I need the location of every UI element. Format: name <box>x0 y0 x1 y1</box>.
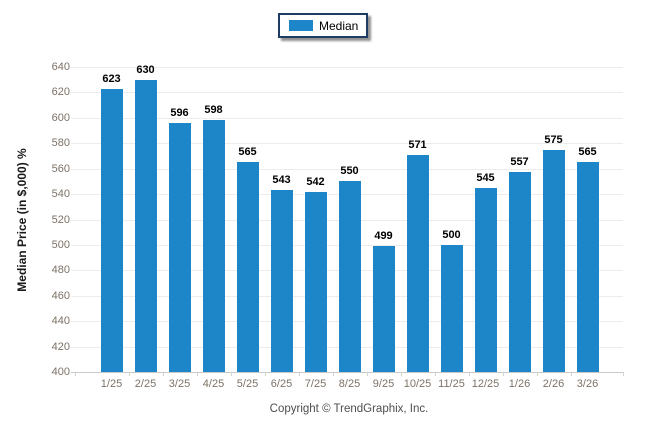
x-tick-label-8/25: 8/25 <box>338 378 361 390</box>
copyright-text: Copyright © TrendGraphix, Inc. <box>269 403 429 415</box>
y-tick-label-440: 440 <box>51 315 70 328</box>
y-tick-label-640: 640 <box>51 61 70 73</box>
x-axis-tick-mark <box>468 372 470 376</box>
bar-value-label-9/25: 499 <box>374 230 393 243</box>
x-axis-tick-mark <box>128 372 130 376</box>
y-tick-label-560: 560 <box>51 162 70 175</box>
bar-7/25[interactable] <box>304 191 327 372</box>
bar-5/25[interactable] <box>236 162 259 372</box>
bar-1/26[interactable] <box>508 172 531 372</box>
x-axis-tick-mark <box>75 372 76 376</box>
bar-value-label-11/25: 500 <box>442 228 461 241</box>
x-axis-tick-mark <box>570 372 572 376</box>
bar-2/26[interactable] <box>542 149 565 372</box>
x-tick-label-10/25: 10/25 <box>403 378 432 390</box>
gridline-600 <box>71 117 623 119</box>
x-axis-tick-mark <box>434 372 436 376</box>
legend-label-median: Median <box>319 18 359 33</box>
y-tick-label-620: 620 <box>51 86 70 99</box>
x-axis-tick-mark <box>230 372 232 376</box>
bar-6/25[interactable] <box>270 190 293 372</box>
bar-4/25[interactable] <box>202 120 225 372</box>
bar-value-label-1/25: 623 <box>102 72 121 85</box>
x-axis-tick-mark <box>196 372 198 376</box>
y-tick-label-520: 520 <box>51 213 70 226</box>
bar-2/25[interactable] <box>134 79 157 372</box>
bar-value-label-3/26: 565 <box>578 146 597 159</box>
x-axis-tick-mark <box>162 372 164 376</box>
x-axis-tick-mark <box>400 372 402 376</box>
bar-3/25[interactable] <box>168 122 191 372</box>
x-tick-label-5/25: 5/25 <box>236 378 259 390</box>
bar-value-label-7/25: 542 <box>306 175 325 188</box>
x-axis-tick-mark <box>623 372 624 376</box>
y-axis-title: Median Price (in $,000) % <box>15 148 29 292</box>
bar-value-label-1/26: 557 <box>510 156 529 169</box>
gridline-580 <box>71 143 623 145</box>
bar-value-label-5/25: 565 <box>238 146 257 159</box>
x-tick-label-4/25: 4/25 <box>202 378 225 390</box>
bar-12/25[interactable] <box>474 187 497 372</box>
x-tick-label-2/25: 2/25 <box>134 378 157 390</box>
bar-value-label-12/25: 545 <box>476 171 495 184</box>
x-tick-label-1/25: 1/25 <box>100 378 123 390</box>
x-axis-tick-mark <box>298 372 300 376</box>
y-tick-label-540: 540 <box>51 188 70 201</box>
y-tick-label-500: 500 <box>51 238 70 251</box>
y-tick-label-580: 580 <box>51 137 70 150</box>
x-tick-label-7/25: 7/25 <box>304 378 327 390</box>
bar-value-label-2/26: 575 <box>544 133 563 146</box>
y-tick-label-460: 460 <box>51 289 70 302</box>
x-tick-label-2/26: 2/26 <box>542 378 565 390</box>
bar-11/25[interactable] <box>440 244 463 372</box>
y-tick-label-420: 420 <box>51 340 70 353</box>
gridline-560 <box>71 168 623 170</box>
bar-9/25[interactable] <box>372 246 395 372</box>
gridline-640 <box>71 67 623 68</box>
x-tick-label-1/26: 1/26 <box>508 378 531 390</box>
y-tick-label-600: 600 <box>51 111 70 124</box>
bar-value-label-2/25: 630 <box>136 63 155 76</box>
x-axis-tick-mark <box>264 372 266 376</box>
x-tick-label-3/26: 3/26 <box>576 378 599 390</box>
bar-value-label-10/25: 571 <box>408 138 427 151</box>
x-tick-label-6/25: 6/25 <box>270 378 293 390</box>
gridline-620 <box>71 92 623 94</box>
x-tick-label-9/25: 9/25 <box>372 378 395 390</box>
bar-8/25[interactable] <box>338 181 361 372</box>
bar-1/25[interactable] <box>100 88 123 372</box>
x-tick-label-3/25: 3/25 <box>168 378 191 390</box>
bar-10/25[interactable] <box>406 154 429 372</box>
bar-3/26[interactable] <box>576 162 599 372</box>
x-axis-tick-mark <box>366 372 368 376</box>
legend: Median <box>278 13 368 38</box>
bar-value-label-4/25: 598 <box>204 104 223 117</box>
gridline-400 <box>71 372 623 373</box>
y-tick-label-400: 400 <box>51 366 70 378</box>
legend-swatch-median <box>289 20 313 31</box>
x-tick-label-12/25: 12/25 <box>471 378 500 390</box>
x-axis-tick-mark <box>332 372 334 376</box>
plot-area <box>71 67 624 376</box>
x-axis-tick-mark <box>502 372 504 376</box>
bar-value-label-3/25: 596 <box>170 106 189 119</box>
bar-value-label-6/25: 543 <box>272 174 291 187</box>
bar-value-label-8/25: 550 <box>340 165 359 178</box>
x-tick-label-11/25: 11/25 <box>438 378 465 390</box>
x-axis-tick-mark <box>536 372 538 376</box>
y-tick-label-480: 480 <box>51 264 70 277</box>
